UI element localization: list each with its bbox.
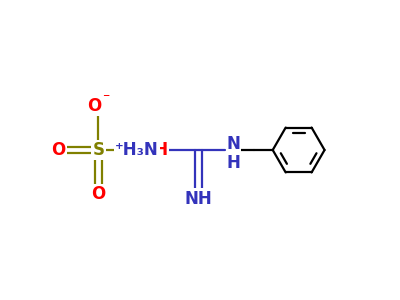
Text: NH: NH: [185, 190, 212, 208]
Text: S: S: [92, 141, 104, 159]
Text: O: O: [91, 185, 106, 203]
Text: H: H: [226, 154, 240, 172]
Text: N: N: [226, 135, 240, 153]
Text: OH: OH: [140, 141, 168, 159]
Text: ⁻: ⁻: [102, 92, 110, 106]
Text: O: O: [87, 97, 101, 115]
Text: ⁺H₃N: ⁺H₃N: [115, 141, 159, 159]
Text: O: O: [52, 141, 66, 159]
